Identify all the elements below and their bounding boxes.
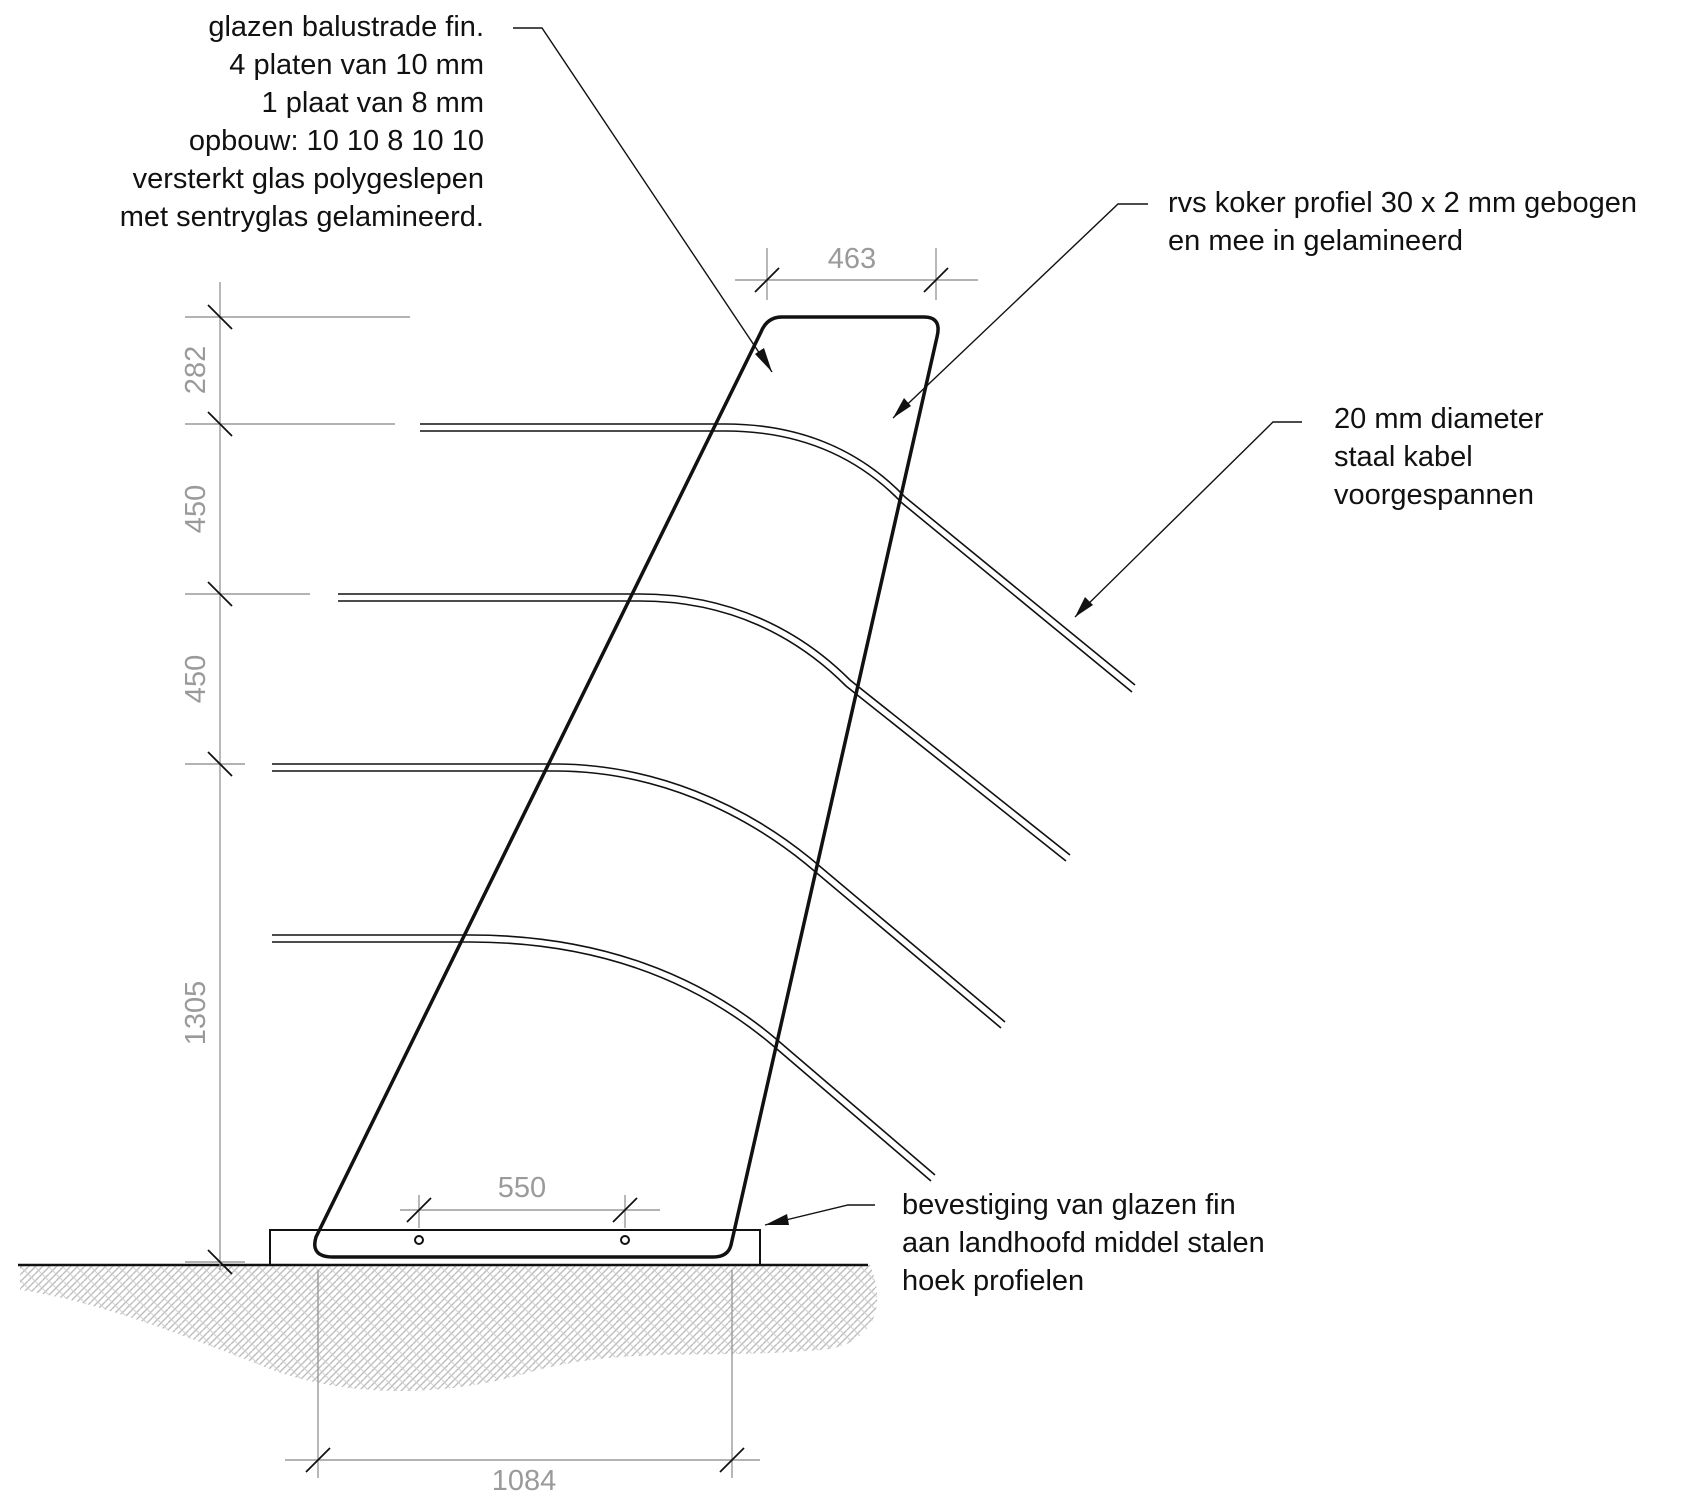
steel-tube-note: rvs koker profiel 30 x 2 mm gebogen en m… bbox=[1168, 184, 1637, 260]
fixing-note-line: aan landhoofd middel stalen bbox=[902, 1227, 1265, 1259]
bolt-right bbox=[620, 1235, 630, 1245]
soil-hatch bbox=[20, 1265, 878, 1392]
fixing-note-line: bevestiging van glazen fin bbox=[902, 1189, 1236, 1221]
fixing-note: bevestiging van glazen fin aan landhoofd… bbox=[902, 1186, 1265, 1300]
leader-lines bbox=[513, 27, 1302, 1226]
glass-fin-note-line: met sentryglas gelamineerd. bbox=[119, 201, 484, 233]
glass-fin-outline bbox=[313, 315, 940, 1259]
cable-note-line: voorgespannen bbox=[1334, 479, 1534, 511]
cable-note: 20 mm diameter staal kabel voorgespannen bbox=[1334, 400, 1544, 514]
glass-fin-note-line: versterkt glas polygeslepen bbox=[132, 163, 484, 195]
glass-fin-note-line: 1 plaat van 8 mm bbox=[261, 87, 484, 119]
steel-tube-note-line: rvs koker profiel 30 x 2 mm gebogen bbox=[1168, 187, 1638, 219]
steel-cables bbox=[272, 423, 1136, 1182]
dim-cable-spacing-1: 450 bbox=[180, 485, 212, 533]
dim-lower-height: 1305 bbox=[180, 981, 212, 1046]
leader-arrowheads bbox=[755, 348, 1093, 1225]
bolt-left bbox=[414, 1235, 424, 1245]
cable-note-line: 20 mm diameter bbox=[1334, 403, 1544, 435]
dimension-lines bbox=[185, 248, 978, 1478]
dim-base-width: 1084 bbox=[492, 1465, 557, 1493]
glass-fin-note-line: opbouw: 10 10 8 10 10 bbox=[188, 125, 484, 157]
glass-fin-note-line: glazen balustrade fin. bbox=[208, 11, 484, 43]
dimension-ticks bbox=[207, 267, 949, 1473]
dim-bolt-spacing: 550 bbox=[498, 1172, 546, 1204]
glass-fin-note-line: 4 platen van 10 mm bbox=[229, 49, 484, 81]
base-plate bbox=[269, 1229, 761, 1266]
steel-tube-note-line: en mee in gelamineerd bbox=[1168, 225, 1464, 257]
glass-fin-note: glazen balustrade fin. 4 platen van 10 m… bbox=[120, 8, 484, 236]
fixing-note-line: hoek profielen bbox=[902, 1265, 1085, 1297]
cable-note-line: staal kabel bbox=[1334, 441, 1473, 473]
dim-top-segment: 282 bbox=[180, 346, 212, 394]
dim-top-width: 463 bbox=[828, 243, 876, 275]
dim-cable-spacing-2: 450 bbox=[180, 655, 212, 703]
